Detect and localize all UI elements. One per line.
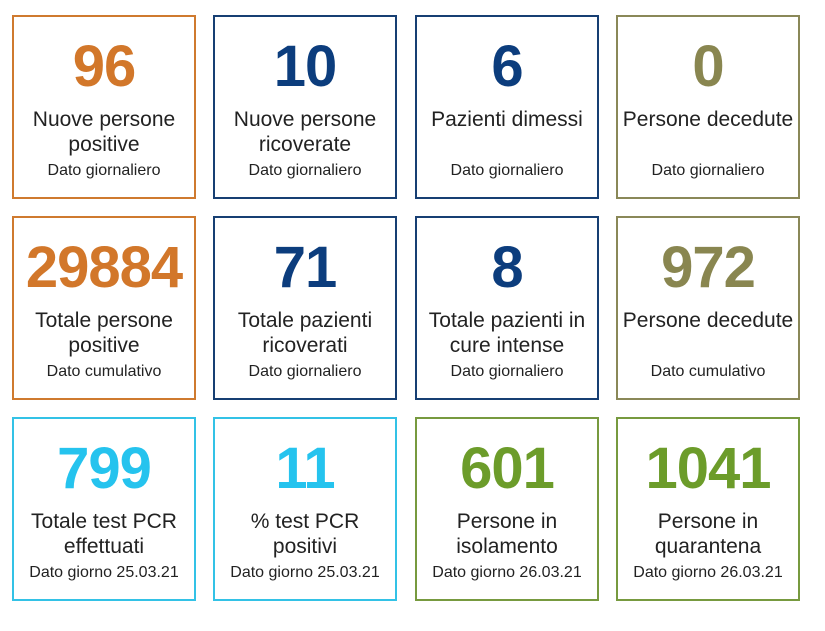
card-value: 71	[273, 235, 338, 300]
card-pcr-positive-percent: 11 % test PCR positivi Dato giorno 25.03…	[213, 417, 397, 601]
card-label: Nuove persone positive	[32, 108, 176, 156]
card-total-positives: 29884 Totale persone positive Dato cumul…	[12, 216, 196, 400]
card-sub: Dato giorno 25.03.21	[29, 564, 179, 581]
card-label: Totale pazienti in cure intense	[428, 309, 586, 357]
card-value: 0	[692, 34, 724, 99]
card-value: 96	[72, 34, 137, 99]
card-label: Pazienti dimessi	[431, 108, 583, 131]
card-label: Totale pazienti ricoverati	[237, 309, 373, 357]
card-sub: Dato giornaliero	[248, 363, 362, 380]
card-value: 1041	[645, 436, 771, 501]
card-value: 6	[491, 34, 523, 99]
card-quarantine: 1041 Persone in quarantena Dato giorno 2…	[616, 417, 800, 601]
card-pcr-tests: 799 Totale test PCR effettuati Dato gior…	[12, 417, 196, 601]
card-label: Persone in isolamento	[456, 510, 558, 558]
card-label: Persone decedute	[622, 309, 794, 332]
card-new-hospitalized: 10 Nuove persone ricoverate Dato giornal…	[213, 15, 397, 199]
card-discharged: 6 Pazienti dimessi Dato giornaliero	[415, 15, 599, 199]
card-sub: Dato giornaliero	[450, 363, 564, 380]
card-value: 972	[661, 235, 756, 300]
card-value: 799	[57, 436, 152, 501]
card-intensive-care: 8 Totale pazienti in cure intense Dato g…	[415, 216, 599, 400]
card-sub: Dato giornaliero	[651, 162, 765, 179]
card-sub: Dato cumulativo	[46, 363, 162, 380]
card-value: 10	[273, 34, 338, 99]
card-label: Nuove persone ricoverate	[233, 108, 377, 156]
card-total-hospitalized: 71 Totale pazienti ricoverati Dato giorn…	[213, 216, 397, 400]
card-value: 29884	[25, 235, 183, 300]
card-sub: Dato giornaliero	[450, 162, 564, 179]
card-label: Totale persone positive	[35, 309, 173, 357]
card-sub: Dato giornaliero	[248, 162, 362, 179]
card-label: Persone in quarantena	[654, 510, 762, 558]
card-sub: Dato cumulativo	[650, 363, 766, 380]
card-sub: Dato giorno 26.03.21	[633, 564, 783, 581]
card-new-positives: 96 Nuove persone positive Dato giornalie…	[12, 15, 196, 199]
card-isolation: 601 Persone in isolamento Dato giorno 26…	[415, 417, 599, 601]
card-label: Persone decedute	[622, 108, 794, 131]
card-sub: Dato giornaliero	[47, 162, 161, 179]
card-value: 11	[275, 436, 335, 501]
card-label: Totale test PCR effettuati	[31, 510, 177, 558]
card-sub: Dato giorno 26.03.21	[432, 564, 582, 581]
card-new-deceased: 0 Persone decedute Dato giornaliero	[616, 15, 800, 199]
card-value: 601	[460, 436, 555, 501]
card-value: 8	[491, 235, 523, 300]
card-total-deceased: 972 Persone decedute Dato cumulativo	[616, 216, 800, 400]
card-sub: Dato giorno 25.03.21	[230, 564, 380, 581]
card-label: % test PCR positivi	[250, 510, 360, 558]
